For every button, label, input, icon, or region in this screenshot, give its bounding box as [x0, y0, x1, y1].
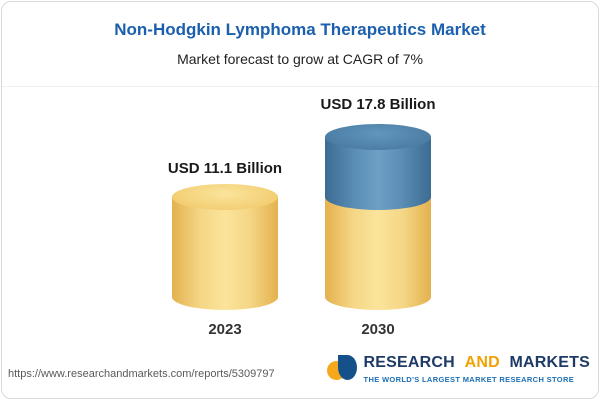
logo-wordmark: RESEARCH AND MARKETS — [364, 354, 590, 372]
logo-tagline: THE WORLD'S LARGEST MARKET RESEARCH STOR… — [363, 375, 575, 384]
logo-word-and: AND — [464, 354, 500, 371]
x-label-2023: 2023 — [208, 321, 242, 338]
cylinder-2023-body — [172, 197, 278, 310]
cylinder-2030-cap — [325, 123, 431, 150]
logo-word-markets: MARKETS — [509, 354, 590, 371]
chart-header: Non-Hodgkin Lymphoma Therapeutics Market… — [0, 20, 600, 67]
cylinder-2023 — [172, 184, 278, 310]
logo-icon — [326, 352, 357, 386]
cylinder-2030 — [325, 123, 431, 310]
chart-subtitle: Market forecast to grow at CAGR of 7% — [177, 51, 423, 67]
value-label-2030: USD 17.8 Billion — [320, 96, 436, 113]
logo-icon-blue-shape — [337, 355, 357, 380]
cylinder-2030-base-segment — [325, 197, 431, 310]
cylinder-2023-cap — [172, 184, 278, 211]
x-label-2030: 2030 — [361, 321, 395, 338]
logo-word-research: RESEARCH — [363, 354, 455, 371]
header-divider — [2, 86, 598, 87]
chart-title: Non-Hodgkin Lymphoma Therapeutics Market — [114, 20, 486, 39]
logo-text: RESEARCH AND MARKETS THE WORLD'S LARGEST… — [364, 354, 590, 384]
value-label-2023: USD 11.1 Billion — [167, 160, 283, 177]
brand-logo: RESEARCH AND MARKETS THE WORLD'S LARGEST… — [326, 352, 590, 386]
report-url[interactable]: https://www.researchandmarkets.com/repor… — [8, 368, 275, 380]
